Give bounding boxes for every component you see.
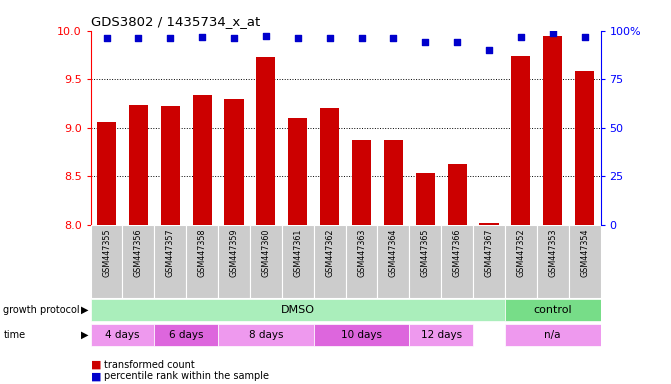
Bar	[505, 324, 601, 346]
Bar	[256, 57, 275, 225]
Text: 8 days: 8 days	[249, 330, 283, 340]
Point	[420, 39, 431, 45]
Bar	[123, 225, 154, 298]
Text: GSM447352: GSM447352	[517, 228, 525, 277]
Point	[133, 35, 144, 41]
Bar	[313, 225, 346, 298]
Bar	[505, 225, 537, 298]
Bar	[320, 108, 339, 225]
Text: GSM447353: GSM447353	[548, 228, 557, 277]
Bar	[511, 56, 530, 225]
Text: n/a: n/a	[544, 330, 561, 340]
Point	[197, 33, 207, 40]
Bar	[313, 324, 409, 346]
Point	[579, 33, 590, 40]
Point	[293, 35, 303, 41]
Text: 4 days: 4 days	[105, 330, 140, 340]
Point	[229, 35, 240, 41]
Point	[548, 30, 558, 36]
Bar	[218, 324, 313, 346]
Text: GSM447354: GSM447354	[580, 228, 589, 277]
Point	[484, 47, 495, 53]
Bar	[505, 299, 601, 321]
Point	[260, 33, 271, 39]
Text: 6 days: 6 days	[169, 330, 203, 340]
Bar	[224, 99, 244, 225]
Text: 10 days: 10 days	[341, 330, 382, 340]
Text: GDS3802 / 1435734_x_at: GDS3802 / 1435734_x_at	[91, 15, 260, 28]
Bar	[154, 225, 186, 298]
Text: GSM447361: GSM447361	[293, 228, 302, 276]
Bar	[448, 164, 466, 225]
Text: GSM447357: GSM447357	[166, 228, 174, 277]
Bar	[537, 225, 568, 298]
Bar	[282, 225, 313, 298]
Text: ▶: ▶	[81, 305, 88, 315]
Bar	[575, 71, 595, 225]
Text: GSM447360: GSM447360	[262, 228, 270, 276]
Bar	[473, 225, 505, 298]
Text: GSM447362: GSM447362	[325, 228, 334, 277]
Text: GSM447365: GSM447365	[421, 228, 429, 277]
Point	[515, 33, 526, 40]
Point	[165, 35, 176, 41]
Point	[388, 35, 399, 41]
Point	[101, 35, 112, 41]
Bar	[288, 118, 307, 225]
Bar	[479, 223, 499, 225]
Bar	[377, 225, 409, 298]
Bar	[129, 105, 148, 225]
Point	[356, 35, 367, 41]
Bar	[409, 324, 473, 346]
Bar	[91, 324, 154, 346]
Bar	[193, 95, 212, 225]
Bar	[186, 225, 218, 298]
Bar	[442, 225, 473, 298]
Bar	[346, 225, 377, 298]
Text: GSM447367: GSM447367	[484, 228, 493, 277]
Text: ■: ■	[91, 371, 101, 381]
Text: percentile rank within the sample: percentile rank within the sample	[104, 371, 269, 381]
Bar	[352, 140, 371, 225]
Text: control: control	[533, 305, 572, 315]
Text: DMSO: DMSO	[280, 305, 315, 315]
Bar	[250, 225, 282, 298]
Bar	[415, 173, 435, 225]
Point	[324, 35, 335, 41]
Text: GSM447356: GSM447356	[134, 228, 143, 277]
Bar	[409, 225, 442, 298]
Text: transformed count: transformed count	[104, 360, 195, 370]
Bar	[91, 225, 123, 298]
Text: GSM447364: GSM447364	[389, 228, 398, 276]
Text: GSM447363: GSM447363	[357, 228, 366, 276]
Bar	[154, 324, 218, 346]
Bar	[97, 122, 116, 225]
Text: ▶: ▶	[81, 330, 88, 340]
Text: 12 days: 12 days	[421, 330, 462, 340]
Bar	[161, 106, 180, 225]
Text: GSM447359: GSM447359	[229, 228, 238, 277]
Text: ■: ■	[91, 360, 101, 370]
Bar	[384, 140, 403, 225]
Text: time: time	[3, 330, 25, 340]
Bar	[91, 299, 505, 321]
Text: GSM447366: GSM447366	[453, 228, 462, 276]
Bar	[568, 225, 601, 298]
Text: growth protocol: growth protocol	[3, 305, 80, 315]
Text: GSM447358: GSM447358	[198, 228, 207, 277]
Point	[452, 39, 462, 45]
Bar	[543, 36, 562, 225]
Text: GSM447355: GSM447355	[102, 228, 111, 277]
Bar	[218, 225, 250, 298]
